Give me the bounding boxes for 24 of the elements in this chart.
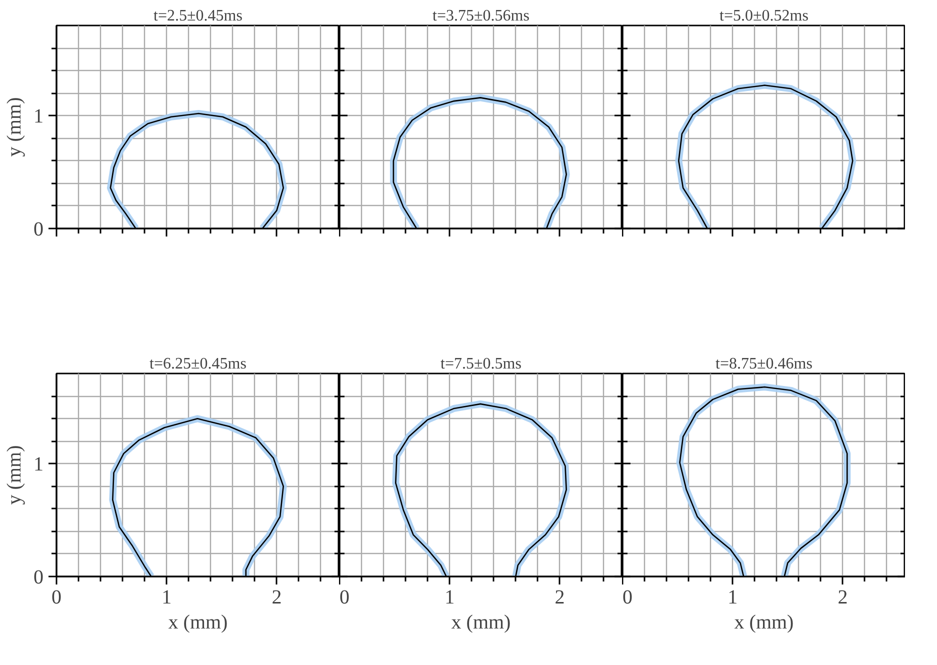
x-tick-label: 0: [52, 586, 62, 608]
x-axis-title: x (mm): [451, 612, 511, 634]
x-tick-label: 2: [554, 586, 565, 608]
x-tick-label: 0: [340, 586, 350, 608]
chart-title: t=5.0±0.52ms: [720, 8, 808, 24]
x-tick-label: 1: [444, 586, 455, 608]
y-axis-title: y (mm): [4, 97, 26, 157]
chart-title: t=6.25±0.45ms: [150, 356, 246, 372]
y-tick-label: 0: [34, 566, 44, 588]
chart-title: t=7.5±0.5ms: [440, 356, 522, 372]
y-tick-label: 0: [34, 218, 44, 240]
x-tick-label: 1: [728, 586, 738, 608]
y-tick-label: 1: [34, 454, 44, 476]
x-tick-label: 0: [622, 586, 632, 608]
x-tick-label: 2: [838, 586, 848, 608]
chart-title: t=8.75±0.46ms: [716, 356, 812, 372]
y-axis-title: y (mm): [4, 445, 26, 505]
x-tick-label: 2: [272, 586, 282, 608]
chart-title: t=3.75±0.56ms: [432, 8, 530, 24]
chart-title: t=2.5±0.45ms: [154, 8, 242, 24]
x-axis-title: x (mm): [168, 612, 228, 634]
x-axis-title: x (mm): [734, 612, 794, 634]
y-tick-label: 1: [34, 106, 44, 128]
x-tick-label: 1: [162, 586, 172, 608]
